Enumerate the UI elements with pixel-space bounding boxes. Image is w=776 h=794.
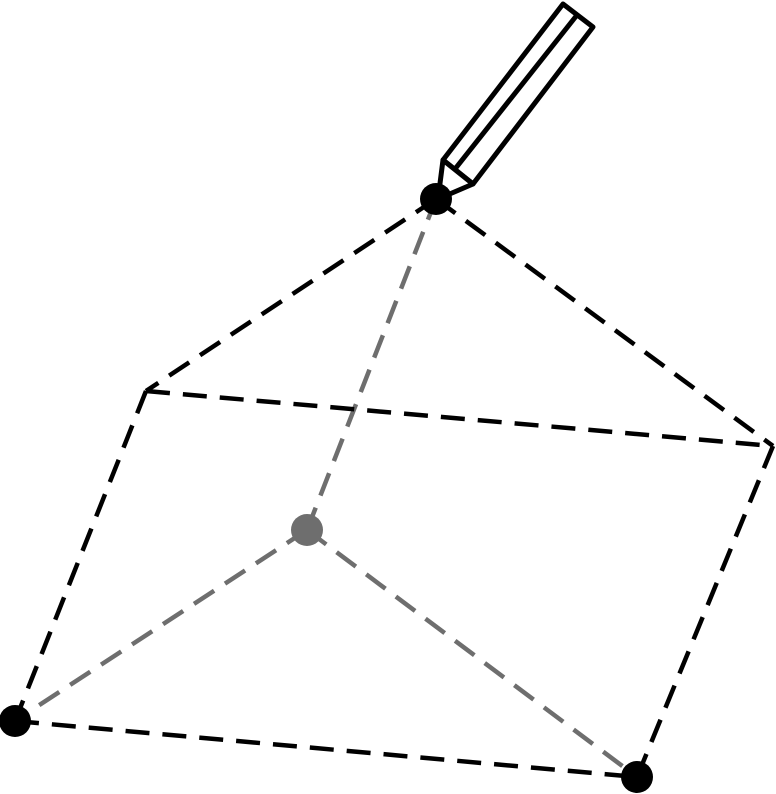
edge-apex-to-right-corner	[434, 197, 775, 448]
vertices	[0, 183, 653, 793]
vertex-bottom-left	[0, 705, 31, 737]
hidden-edge-back-to-bottom-left	[13, 528, 309, 723]
hidden-edges	[13, 198, 639, 779]
edge-left-corner-to-right-corner	[145, 388, 774, 449]
pencil-icon	[435, 1, 596, 202]
vertex-back	[291, 514, 323, 546]
front-edges	[12, 197, 776, 780]
hidden-edge-back-to-apex	[304, 198, 439, 531]
vertex-apex	[420, 183, 452, 215]
edge-apex-to-left-corner	[144, 197, 438, 393]
hidden-edge-back-to-bottom-right	[305, 528, 639, 779]
edge-bottom-left-to-bottom-right	[14, 718, 638, 780]
edge-right-corner-to-bottom-right	[634, 445, 776, 778]
vertex-bottom-right	[621, 761, 653, 793]
edge-left-corner-to-bottom-left	[12, 390, 149, 722]
